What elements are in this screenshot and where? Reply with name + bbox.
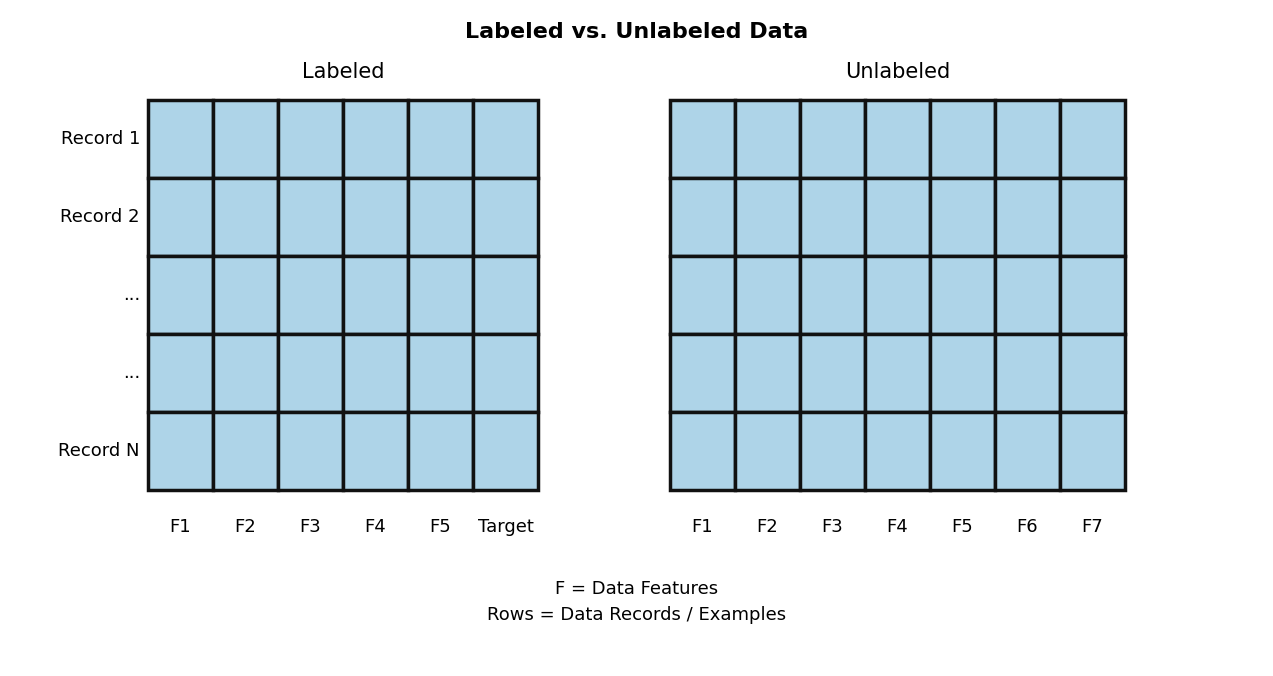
Text: F2: F2 xyxy=(234,518,256,536)
Bar xyxy=(1060,334,1125,412)
Bar xyxy=(864,412,931,490)
Text: Rows = Data Records / Examples: Rows = Data Records / Examples xyxy=(488,606,785,624)
Bar xyxy=(995,334,1060,412)
Text: Labeled: Labeled xyxy=(302,62,384,82)
Text: F7: F7 xyxy=(1082,518,1104,536)
Bar xyxy=(670,334,735,412)
Bar xyxy=(670,100,735,178)
Bar xyxy=(931,334,995,412)
Bar xyxy=(735,178,799,256)
Bar xyxy=(409,256,474,334)
Bar xyxy=(995,178,1060,256)
Bar xyxy=(474,412,538,490)
Bar xyxy=(278,412,342,490)
Bar xyxy=(148,412,213,490)
Bar xyxy=(409,412,474,490)
Bar xyxy=(799,412,864,490)
Bar xyxy=(342,178,409,256)
Bar xyxy=(213,100,278,178)
Text: F5: F5 xyxy=(952,518,974,536)
Bar xyxy=(278,178,342,256)
Bar xyxy=(342,334,409,412)
Text: Unlabeled: Unlabeled xyxy=(845,62,950,82)
Bar xyxy=(735,256,799,334)
Bar xyxy=(278,334,342,412)
Bar xyxy=(1060,100,1125,178)
Bar xyxy=(148,334,213,412)
Bar xyxy=(213,334,278,412)
Bar xyxy=(213,412,278,490)
Bar xyxy=(799,334,864,412)
Text: F1: F1 xyxy=(169,518,191,536)
Bar xyxy=(409,100,474,178)
Bar xyxy=(931,256,995,334)
Text: ...: ... xyxy=(122,364,140,382)
Bar xyxy=(148,178,213,256)
Text: F = Data Features: F = Data Features xyxy=(555,580,718,598)
Text: F5: F5 xyxy=(429,518,452,536)
Text: ...: ... xyxy=(122,286,140,304)
Bar xyxy=(995,100,1060,178)
Bar xyxy=(670,412,735,490)
Bar xyxy=(864,100,931,178)
Bar xyxy=(931,178,995,256)
Bar xyxy=(474,178,538,256)
Text: Record 1: Record 1 xyxy=(61,130,140,148)
Bar xyxy=(409,334,474,412)
Text: F4: F4 xyxy=(364,518,387,536)
Bar xyxy=(735,412,799,490)
Text: F3: F3 xyxy=(821,518,844,536)
Bar xyxy=(342,412,409,490)
Bar xyxy=(799,178,864,256)
Bar xyxy=(931,412,995,490)
Bar xyxy=(995,256,1060,334)
Bar xyxy=(735,100,799,178)
Bar xyxy=(148,100,213,178)
Text: Record 2: Record 2 xyxy=(61,208,140,226)
Bar xyxy=(1060,178,1125,256)
Bar xyxy=(409,178,474,256)
Bar xyxy=(342,100,409,178)
Bar xyxy=(474,100,538,178)
Bar xyxy=(1060,412,1125,490)
Bar xyxy=(213,256,278,334)
Bar xyxy=(213,178,278,256)
Bar xyxy=(278,100,342,178)
Bar xyxy=(799,256,864,334)
Text: Labeled vs. Unlabeled Data: Labeled vs. Unlabeled Data xyxy=(465,22,808,42)
Text: F4: F4 xyxy=(886,518,909,536)
Bar xyxy=(278,256,342,334)
Bar xyxy=(799,100,864,178)
Bar xyxy=(670,256,735,334)
Text: F1: F1 xyxy=(691,518,713,536)
Bar xyxy=(931,100,995,178)
Bar xyxy=(474,334,538,412)
Bar xyxy=(864,256,931,334)
Text: F2: F2 xyxy=(756,518,778,536)
Bar xyxy=(474,256,538,334)
Bar xyxy=(342,256,409,334)
Bar xyxy=(1060,256,1125,334)
Text: F3: F3 xyxy=(299,518,321,536)
Text: Target: Target xyxy=(477,518,533,536)
Text: F6: F6 xyxy=(1017,518,1039,536)
Bar xyxy=(670,178,735,256)
Bar xyxy=(864,178,931,256)
Bar xyxy=(148,256,213,334)
Bar xyxy=(995,412,1060,490)
Bar xyxy=(864,334,931,412)
Text: Record N: Record N xyxy=(59,442,140,460)
Bar xyxy=(735,334,799,412)
